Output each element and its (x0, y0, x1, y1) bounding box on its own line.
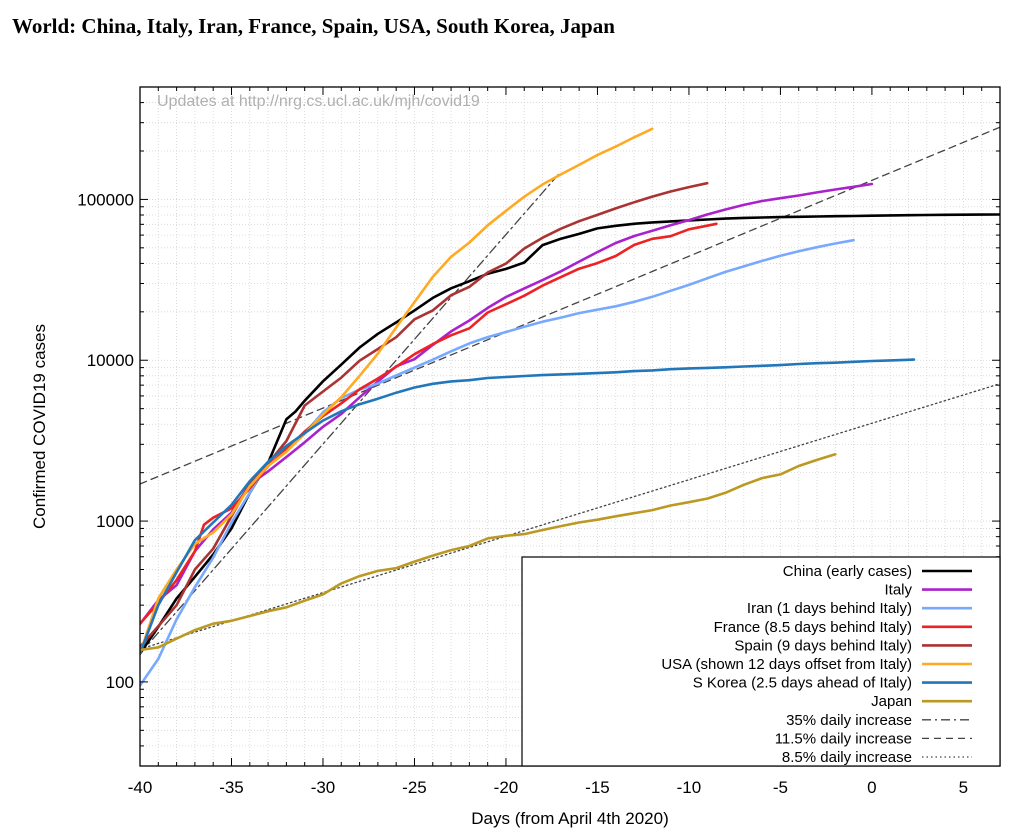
legend-label: Iran (1 days behind Italy) (747, 600, 912, 617)
legend-label: Spain (9 days behind Italy) (734, 637, 912, 654)
legend-label: 8.5% daily increase (782, 749, 912, 766)
legend-label: Japan (871, 693, 912, 710)
series-line-11-5-daily-increase (140, 126, 1000, 485)
series-line-s-korea-2-5-days-ahead-of-italy (140, 358, 916, 655)
legend-label: S Korea (2.5 days ahead of Italy) (693, 675, 912, 692)
x-tick-label: -25 (402, 778, 427, 797)
x-tick-label: -40 (128, 778, 153, 797)
legend-label: China (early cases) (783, 563, 912, 580)
series-line-japan (140, 452, 837, 652)
y-tick-label: 100000 (77, 190, 134, 209)
y-tick-label: 10000 (87, 351, 134, 370)
y-axis-title: Confirmed COVID19 cases (30, 324, 49, 529)
legend-label: 35% daily increase (786, 712, 912, 729)
x-tick-label: 5 (959, 778, 968, 797)
x-tick-label: 0 (867, 778, 876, 797)
series-line-8-5-daily-increase (140, 383, 1000, 650)
series-line-italy (140, 182, 874, 626)
x-tick-label: -30 (311, 778, 336, 797)
y-tick-label: 100 (106, 673, 134, 692)
legend-box (521, 556, 1001, 767)
series-line-usa-shown-12-days-offset-from-italy (140, 127, 654, 655)
x-tick-label: -15 (585, 778, 610, 797)
x-tick-label: -10 (677, 778, 702, 797)
series-line-china-early-cases (140, 213, 1000, 655)
x-tick-label: -35 (219, 778, 244, 797)
legend-label: 11.5% daily increase (775, 730, 912, 747)
x-tick-label: -20 (494, 778, 519, 797)
x-tick-label: -5 (773, 778, 788, 797)
legend-label: France (8.5 days behind Italy) (714, 619, 912, 636)
legend-label: Italy (884, 582, 912, 599)
source-annotation: Updates at http://nrg.cs.ucl.ac.uk/mjh/c… (157, 93, 480, 110)
legend-label: USA (shown 12 days offset from Italy) (661, 656, 912, 673)
y-tick-label: 1000 (96, 512, 134, 531)
page-title: World: China, Italy, Iran, France, Spain… (12, 14, 615, 38)
series-line-35-daily-increase (140, 170, 562, 655)
series-layer (140, 126, 1000, 687)
x-axis-title: Days (from April 4th 2020) (471, 809, 668, 828)
